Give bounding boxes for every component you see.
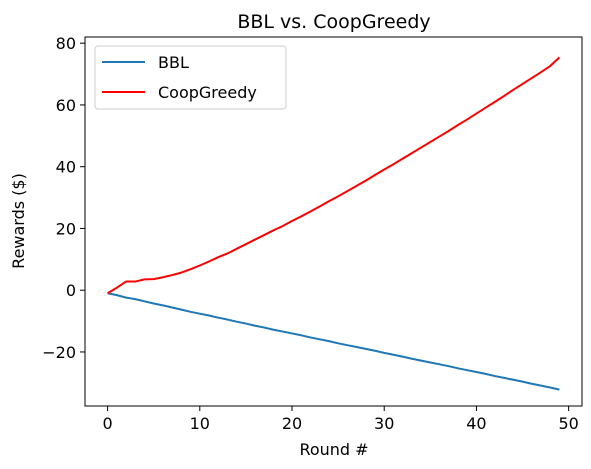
x-tick-label: 10 bbox=[190, 414, 210, 433]
x-tick-label: 30 bbox=[374, 414, 394, 433]
series-line-coopgreedy bbox=[107, 56, 561, 295]
legend: BBL CoopGreedy bbox=[94, 45, 287, 110]
legend-label-coopgreedy: CoopGreedy bbox=[158, 83, 257, 102]
series-line-bbl bbox=[107, 292, 560, 391]
x-tick-label: 40 bbox=[466, 414, 486, 433]
axes-frame bbox=[84, 36, 583, 407]
y-tick-label: 20 bbox=[56, 219, 76, 238]
y-tick-label: 0 bbox=[66, 281, 76, 300]
plot-area: 0 10 20 30 40 50 −20 0 20 40 60 80 BBL CoopGreedy bbox=[42, 34, 583, 433]
chart-title: BBL vs. CoopGreedy bbox=[237, 11, 430, 33]
x-tick-label: 50 bbox=[558, 414, 578, 433]
x-axis-title: Round # bbox=[299, 440, 368, 459]
y-tick-label: 40 bbox=[56, 158, 76, 177]
y-tick-label: −20 bbox=[42, 343, 76, 362]
y-axis-title: Rewards ($) bbox=[9, 173, 28, 269]
x-tick-label: 0 bbox=[102, 414, 112, 433]
y-tick-label: 80 bbox=[56, 34, 76, 53]
legend-label-bbl: BBL bbox=[158, 53, 189, 72]
y-tick-label: 60 bbox=[56, 96, 76, 115]
x-tick-label: 20 bbox=[282, 414, 302, 433]
